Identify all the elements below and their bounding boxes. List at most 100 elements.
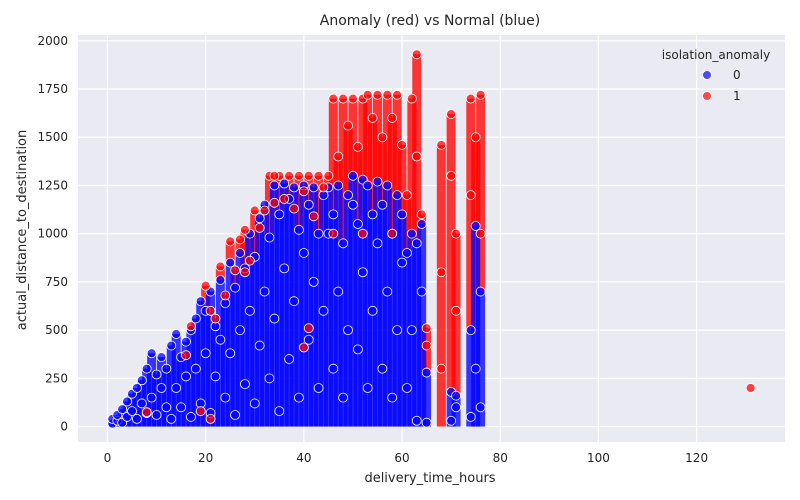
anomaly-column	[407, 98, 417, 234]
anomaly-point	[284, 170, 295, 181]
normal-column	[304, 204, 314, 427]
anomaly-point	[303, 170, 314, 181]
anomaly-column	[294, 175, 304, 230]
anomaly-point	[343, 120, 353, 131]
normal-point	[294, 224, 304, 235]
normal-point	[392, 190, 403, 200]
anomaly-column	[235, 239, 245, 253]
normal-point	[225, 348, 236, 359]
normal-column	[196, 301, 206, 427]
anomaly-point	[195, 406, 206, 417]
normal-point	[357, 267, 368, 278]
normal-column	[299, 185, 309, 427]
normal-point	[298, 248, 309, 258]
normal-column	[387, 233, 397, 427]
normal-point	[186, 412, 196, 422]
normal-column	[230, 287, 240, 427]
anomaly-column	[201, 285, 211, 311]
anomaly-column	[323, 175, 333, 188]
normal-point	[235, 248, 245, 258]
anomaly-column	[348, 98, 358, 176]
normal-point	[402, 248, 412, 258]
normal-point	[249, 398, 260, 409]
normal-column	[368, 214, 378, 427]
normal-point	[151, 410, 162, 420]
anomaly-column	[471, 137, 481, 226]
normal-point	[421, 367, 432, 378]
anomaly-point	[269, 170, 280, 181]
normal-column	[264, 237, 274, 427]
anomaly-column	[412, 54, 422, 244]
anomaly-point	[465, 190, 476, 200]
anomaly-column	[328, 98, 338, 215]
anomaly-point	[470, 132, 481, 143]
normal-point	[348, 170, 358, 181]
legend-marker-0	[702, 70, 712, 80]
normal-column	[338, 243, 348, 427]
normal-point	[318, 305, 329, 316]
anomaly-point	[402, 190, 412, 200]
legend-title: isolation_anomaly	[662, 48, 770, 62]
normal-point	[470, 221, 481, 231]
normal-point	[259, 286, 270, 297]
normal-column	[446, 391, 456, 427]
normal-point	[352, 219, 363, 229]
normal-column	[363, 185, 373, 427]
normal-column	[284, 198, 294, 427]
anomaly-column	[476, 94, 486, 292]
normal-column	[166, 345, 176, 427]
y-tick-label: 1500	[37, 130, 68, 144]
normal-point	[220, 392, 231, 403]
x-tick-label: 0	[104, 451, 112, 465]
anomaly-column	[230, 270, 240, 288]
normal-point	[411, 238, 422, 249]
anomaly-point	[387, 228, 398, 239]
anomaly-point	[411, 49, 422, 60]
normal-point	[279, 263, 290, 274]
normal-point	[136, 375, 147, 386]
normal-point	[235, 325, 245, 336]
normal-point	[416, 286, 427, 297]
anomaly-point	[411, 151, 422, 162]
normal-point	[132, 383, 142, 393]
anomaly-point	[465, 93, 476, 104]
normal-column	[358, 179, 368, 427]
anomaly-column	[284, 175, 294, 199]
normal-point	[338, 392, 349, 403]
normal-point	[181, 336, 191, 347]
normal-point	[264, 232, 275, 243]
normal-point	[343, 190, 353, 200]
y-tick-label: 1000	[37, 227, 68, 241]
anomaly-column	[397, 144, 407, 215]
anomaly-point	[141, 407, 152, 418]
anomaly-column	[353, 146, 363, 225]
anomaly-point	[397, 140, 407, 150]
normal-point	[166, 413, 177, 424]
normal-column	[323, 187, 333, 427]
normal-column	[412, 243, 422, 427]
normal-point	[230, 282, 241, 293]
normal-column	[240, 268, 250, 427]
normal-point	[451, 402, 461, 413]
anomaly-point	[181, 350, 191, 361]
anomaly-point	[230, 265, 241, 276]
x-tick-labels: 0 20 40 60 80 100 120	[104, 451, 708, 465]
normal-point	[308, 182, 319, 193]
normal-point	[254, 340, 265, 351]
normal-point	[200, 348, 211, 359]
normal-column	[476, 291, 486, 427]
x-tick-label: 120	[685, 451, 708, 465]
anomaly-point	[421, 323, 432, 334]
normal-point	[382, 180, 393, 191]
y-tick-label: 500	[45, 323, 68, 337]
normal-column	[235, 252, 245, 427]
normal-column	[201, 310, 211, 427]
anomaly-point	[200, 280, 211, 291]
normal-point	[377, 199, 388, 210]
scatter-points	[107, 49, 756, 429]
anomaly-point	[377, 132, 388, 143]
normal-point	[470, 363, 481, 374]
normal-point	[117, 404, 128, 415]
normal-column	[397, 214, 407, 427]
normal-point	[348, 199, 358, 210]
